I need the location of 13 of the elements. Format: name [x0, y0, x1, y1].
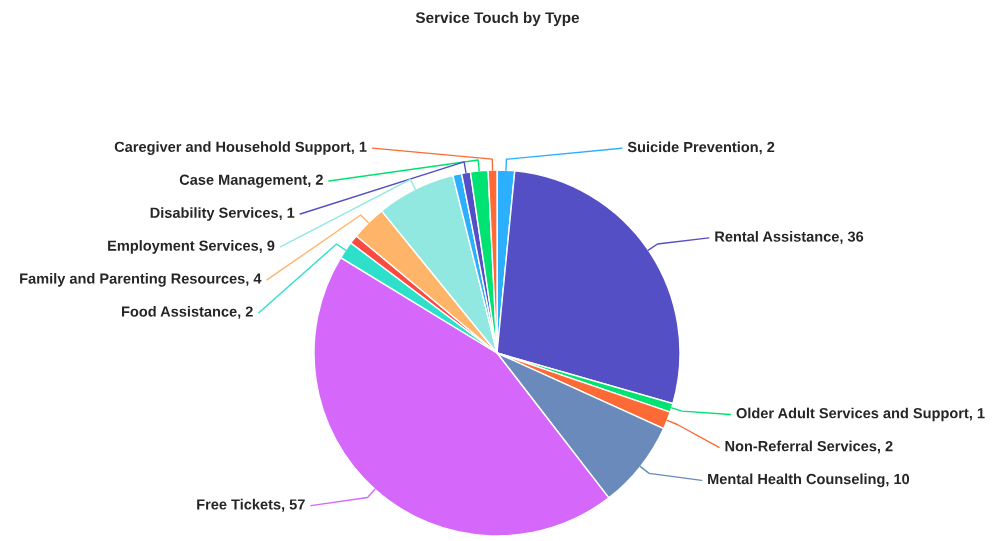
slice-label: Food Assistance, 2	[122, 306, 253, 319]
slice-label: Case Management, 2	[179, 174, 323, 188]
slice-label: Disability Services, 1	[150, 207, 295, 221]
slice-label: Family and Parenting Resources, 4	[20, 273, 262, 287]
slice-label: Non-Referral Services, 2	[725, 440, 893, 454]
chart-title: Service Touch by Type	[415, 11, 580, 27]
slice-label: Suicide Prevention, 2	[627, 141, 775, 155]
slice-label: Mental Health Counseling, 10	[708, 473, 910, 488]
slice-label: Employment Services, 9	[108, 240, 275, 254]
slice-label: Free Tickets, 57	[197, 498, 305, 512]
slice-label: Older Adult Services and Support, 1	[736, 407, 985, 422]
slice-label: Caregiver and Household Support, 1	[114, 141, 367, 155]
slice-label: Rental Assistance, 36	[715, 231, 864, 244]
